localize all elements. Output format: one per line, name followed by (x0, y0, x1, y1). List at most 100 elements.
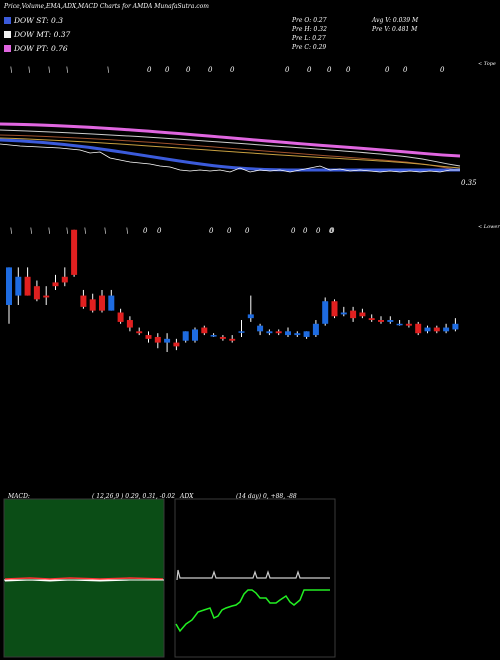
candle-signal-mark: 0 (227, 227, 232, 235)
stat-prev-volume: Pre V: 0.481 M (372, 26, 418, 33)
top-signal-mark: \ (66, 66, 68, 74)
candle-signal-mark: 0 (303, 227, 308, 235)
legend-label-pt: DOW PT: 0.76 (14, 44, 68, 53)
stat-low: Pre L: 0.27 (292, 35, 326, 42)
top-signal-mark: 0 (230, 66, 235, 74)
candle-body (229, 338, 236, 341)
top-signal-mark: \ (107, 66, 109, 74)
macd-panel-params: ( 12,26,9 ) 0.29, 0.31, -0.02 (92, 493, 176, 500)
candle-corner-label: < Lower (478, 224, 500, 230)
macd-panel-name: MACD: (8, 493, 30, 500)
legend-dow-st: DOW ST: 0.3 (4, 16, 63, 25)
candle-body (6, 267, 12, 305)
candle-body (33, 286, 40, 300)
candle-signal-mark: \ (126, 227, 128, 235)
candle-signal-mark: \ (66, 227, 68, 235)
candle-body (238, 331, 245, 333)
price-line (0, 143, 460, 173)
legend-dow-pt: DOW PT: 0.76 (4, 44, 68, 53)
candle-body (415, 323, 422, 334)
top-signal-mark: 0 (346, 66, 351, 74)
candle-body (433, 327, 440, 332)
stat-close: Pre C: 0.29 (292, 44, 327, 51)
ema-lines (0, 122, 461, 173)
candle-signal-mark: \ (10, 227, 12, 235)
candles (6, 229, 459, 352)
candle-body (201, 327, 208, 334)
candle-body (99, 295, 105, 311)
candle-body (43, 295, 50, 298)
top-signal-mark: 0 (385, 66, 390, 74)
candle-body (108, 295, 115, 311)
legend-swatch-st (4, 17, 11, 24)
candle-body (368, 318, 375, 321)
chart-title: Price,Volume,EMA,ADX,MACD Charts for AMD… (4, 3, 209, 10)
top-signal-mark: \ (10, 66, 12, 74)
candle-signal-mark: \ (84, 227, 86, 235)
candle-body (247, 314, 254, 319)
top-signal-mark: 0 (165, 66, 170, 74)
candle-signal-marks: \ \ \ \ \ \ \ 0 0 0 0 0 0 0 0 00 (10, 227, 335, 235)
candle-signal-mark: \ (48, 227, 50, 235)
candle-signal-mark: 0 (209, 227, 214, 235)
candle-body (405, 323, 412, 326)
candle-body (145, 335, 152, 339)
candle-body (24, 276, 31, 296)
candle-body (52, 282, 59, 287)
ema-brown-line (0, 134, 461, 171)
candle-body (15, 276, 22, 296)
candle-signal-mark: 0 (245, 227, 250, 235)
candle-body (340, 312, 347, 315)
candle-body (359, 312, 366, 317)
stat-avg-volume: Avg V: 0.039 M (372, 17, 419, 24)
top-signal-mark: 0 (186, 66, 191, 74)
candle-signal-mark: 0 (291, 227, 296, 235)
top-corner-label: < Tope (478, 61, 496, 67)
legend-label-mt: DOW MT: 0.37 (14, 30, 71, 39)
ema-short-line (0, 138, 460, 172)
legend-swatch-pt (4, 45, 11, 52)
candle-body (275, 331, 282, 334)
adx-panel-params: (14 day) 0, +88, -88 (236, 493, 297, 500)
top-signal-mark: 0 (147, 66, 152, 74)
top-signal-mark: 0 (208, 66, 213, 74)
top-signal-mark: 0 (403, 66, 408, 74)
candle-body (136, 331, 143, 334)
candle-body (61, 276, 68, 283)
candle-body (452, 323, 459, 330)
adx-panel-name: ADX (180, 493, 194, 500)
candle-body (443, 327, 450, 332)
candle-signal-mark: 0 (329, 227, 334, 235)
candle-signal-mark: \ (104, 227, 106, 235)
candle-body (80, 295, 87, 307)
candle-body (303, 331, 310, 337)
candle-body (350, 310, 357, 319)
candle-body (294, 333, 301, 336)
ema-gold-line (0, 137, 461, 169)
top-price-label: 0.35 (461, 179, 477, 187)
top-signal-mark: 0 (327, 66, 332, 74)
top-signal-mark: \ (28, 66, 30, 74)
macd-line (4, 579, 163, 582)
stat-open: Pre O: 0.27 (292, 17, 327, 24)
ema-mid-line (0, 129, 461, 167)
macd-signal-line (4, 577, 164, 580)
candle-body (89, 299, 96, 311)
candle-signal-mark: 0 (157, 227, 162, 235)
candle-body (173, 342, 180, 347)
candle-body (257, 325, 264, 332)
legend-label-st: DOW ST: 0.3 (14, 16, 63, 25)
candle-body (192, 329, 198, 341)
candle-body (117, 312, 124, 322)
stat-high: Pre H: 0.32 (292, 26, 327, 33)
adx-white-line (176, 569, 330, 581)
legend-swatch-mt (4, 31, 11, 38)
candle-body (378, 320, 384, 322)
candle-body (164, 338, 171, 343)
candle-body (182, 331, 189, 341)
candle-body (387, 320, 394, 322)
candle-signal-mark: 0 (316, 227, 321, 235)
top-signal-mark: 0 (307, 66, 312, 74)
adx-green-line (175, 589, 330, 633)
